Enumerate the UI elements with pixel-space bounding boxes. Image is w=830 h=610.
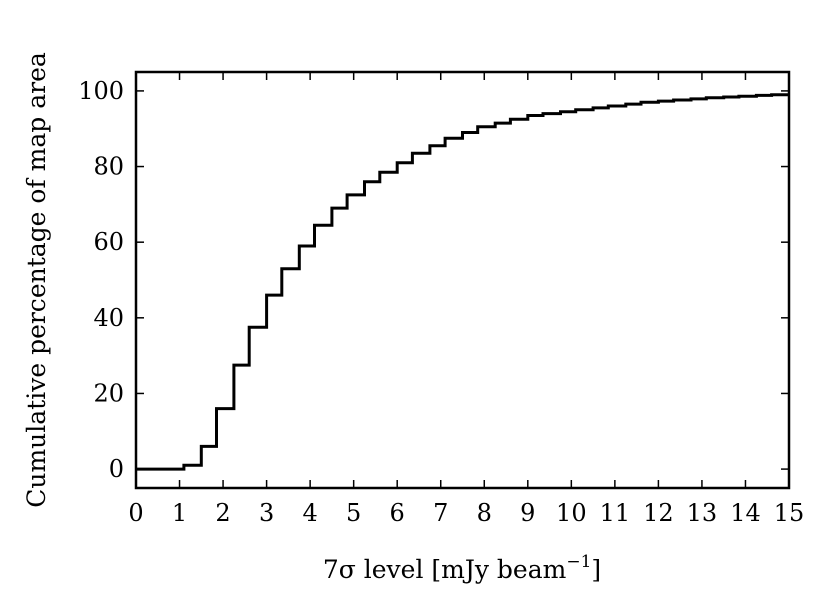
x-tick-label: 1 <box>172 499 187 527</box>
y-tick-label: 80 <box>93 153 124 181</box>
x-tick-label: 9 <box>520 499 535 527</box>
x-tick-label: 11 <box>600 499 631 527</box>
x-tick-label: 13 <box>687 499 718 527</box>
y-tick-labels: 0 20 40 60 80 100 <box>78 77 124 483</box>
x-tick-label: 10 <box>556 499 587 527</box>
y-tick-label: 100 <box>78 77 124 105</box>
x-tick-label: 6 <box>390 499 405 527</box>
cumulative-step-line <box>136 93 789 471</box>
x-axis-label-main: 7σ level [mJy beam <box>323 555 567 584</box>
x-axis-label-tail: ] <box>591 555 601 584</box>
x-axis-label: 7σ level [mJy beam−1] <box>323 552 601 584</box>
x-tick-label: 8 <box>477 499 492 527</box>
x-tick-labels: 0 1 2 3 4 5 6 7 8 9 10 11 12 13 14 15 <box>128 499 804 527</box>
y-tick-label: 0 <box>109 455 124 483</box>
x-tick-label: 12 <box>643 499 674 527</box>
x-tick-label: 4 <box>302 499 317 527</box>
y-axis-label: Cumulative percentage of map area <box>22 52 51 508</box>
x-axis-label-superscript: −1 <box>566 552 591 572</box>
y-tick-label: 40 <box>93 304 124 332</box>
y-tick-label: 20 <box>93 379 124 407</box>
x-tick-label: 0 <box>128 499 143 527</box>
x-tick-label: 7 <box>433 499 448 527</box>
axis-ticks <box>135 72 790 488</box>
plot-frame <box>134 70 791 490</box>
x-tick-label: 15 <box>774 499 805 527</box>
x-tick-label: 3 <box>259 499 274 527</box>
x-tick-label: 14 <box>730 499 761 527</box>
y-tick-label: 60 <box>93 228 124 256</box>
x-tick-label: 2 <box>215 499 230 527</box>
x-tick-label: 5 <box>346 499 361 527</box>
